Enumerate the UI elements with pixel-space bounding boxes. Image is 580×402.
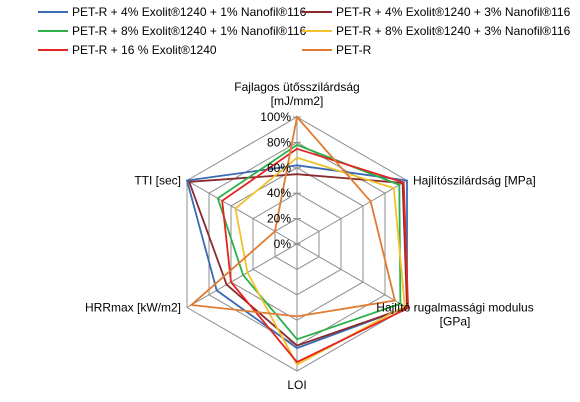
series-line [187, 173, 408, 347]
legend-item: PET-R + 8% Exolit®1240 + 3% Nanofil®116 [302, 24, 570, 38]
legend-swatch [302, 49, 332, 51]
axis-label-line: TTI [sec] [134, 174, 181, 188]
tick-label: 20% [267, 212, 291, 226]
tick-label: 60% [267, 161, 291, 175]
chart-legend: PET-R + 4% Exolit®1240 + 1% Nanofil®116 … [0, 0, 580, 70]
axis-label: Hajlítószilárdság [MPa] [413, 174, 536, 188]
legend-label: PET-R + 8% Exolit®1240 + 1% Nanofil®116 [72, 24, 307, 38]
legend-label: PET-R + 16 % Exolit®1240 [72, 43, 217, 57]
legend-item: PET-R + 4% Exolit®1240 + 1% Nanofil®116 [38, 5, 306, 19]
grid-spoke [186, 180, 298, 245]
series-line [189, 115, 397, 318]
legend-swatch [302, 11, 332, 13]
axis-label: TTI [sec] [134, 174, 181, 188]
axis-label-line: Hajlítószilárdság [MPa] [413, 174, 536, 188]
axis-label-line: Hajlító rugalmassági modulus [376, 301, 533, 315]
axis-label: HRRmax [kW/m2] [85, 301, 181, 315]
radar-grid [186, 116, 408, 372]
radar-series [185, 115, 410, 366]
tick-label: 80% [267, 135, 291, 149]
legend-swatch [302, 30, 332, 32]
legend-item: PET-R + 4% Exolit®1240 + 3% Nanofil®116 [302, 5, 570, 19]
legend-item: PET-R [302, 43, 371, 57]
legend-swatch [38, 30, 68, 32]
legend-item: PET-R + 16 % Exolit®1240 [38, 43, 217, 57]
tick-label: 100% [260, 110, 291, 124]
legend-item: PET-R + 8% Exolit®1240 + 1% Nanofil®116 [38, 24, 306, 38]
legend-label: PET-R + 4% Exolit®1240 + 3% Nanofil®116 [336, 5, 571, 19]
series-line [185, 164, 408, 350]
legend-swatch [38, 11, 68, 13]
axis-labels: Fajlagos ütősszilárdság [mJ/mm2] Hajlítósz… [85, 80, 536, 392]
tick-label: 0% [274, 237, 292, 251]
axis-label: Hajlító rugalmassági modulus [GPa] [376, 301, 533, 329]
legend-swatch [38, 49, 68, 51]
legend-label: PET-R + 4% Exolit®1240 + 1% Nanofil®116 [72, 5, 307, 19]
legend-label: PET-R [336, 43, 372, 57]
axis-label: LOI [287, 378, 306, 392]
radial-ticks: 0% 20% 40% 60% 80% 100% [260, 110, 291, 251]
tick-label: 40% [267, 186, 291, 200]
axis-label-line: [GPa] [440, 315, 471, 329]
grid-spoke [296, 243, 408, 308]
series-line [234, 156, 406, 366]
axis-label-line: [mJ/mm2] [271, 94, 324, 108]
grid-spoke [296, 180, 408, 245]
series-line [221, 147, 410, 364]
grid-spoke [186, 243, 298, 308]
axis-label-line: LOI [287, 378, 306, 392]
axis-label-line: HRRmax [kW/m2] [85, 301, 181, 315]
legend-label: PET-R + 8% Exolit®1240 + 3% Nanofil®116 [336, 24, 571, 38]
axis-label: Fajlagos ütősszilárdság [mJ/mm2] [234, 80, 359, 108]
series-line [216, 143, 402, 341]
axis-label-line: Fajlagos ütősszilárdság [234, 80, 359, 94]
